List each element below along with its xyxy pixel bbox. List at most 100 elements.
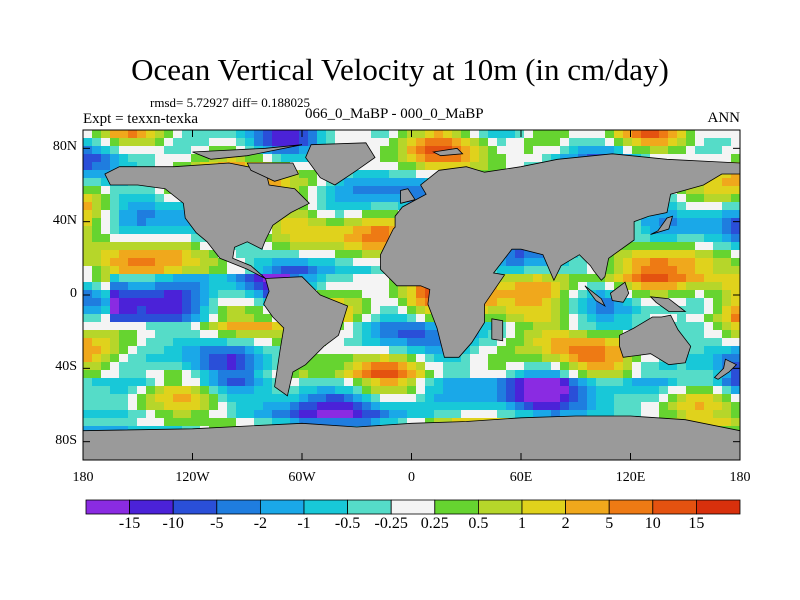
field-cell xyxy=(83,282,93,291)
field-cell xyxy=(299,218,309,227)
field-cell xyxy=(569,290,579,299)
field-cell xyxy=(389,410,399,419)
field-cell xyxy=(173,226,183,235)
field-cell xyxy=(587,322,597,331)
field-cell xyxy=(362,250,372,259)
field-cell xyxy=(704,338,714,347)
field-cell xyxy=(173,234,183,243)
field-cell xyxy=(587,346,597,355)
field-cell xyxy=(362,402,372,411)
field-cell xyxy=(110,274,120,283)
field-cell xyxy=(110,258,120,267)
field-cell xyxy=(479,146,489,155)
field-cell xyxy=(659,154,669,163)
field-cell xyxy=(290,250,300,259)
field-cell xyxy=(524,322,534,331)
field-cell xyxy=(479,322,489,331)
field-cell xyxy=(191,410,201,419)
field-cell xyxy=(155,210,165,219)
field-cell xyxy=(137,266,147,275)
field-cell xyxy=(92,330,102,339)
field-cell xyxy=(317,130,327,139)
field-cell xyxy=(281,266,291,275)
field-cell xyxy=(83,306,93,315)
field-cell xyxy=(668,130,678,139)
field-cell xyxy=(650,362,660,371)
field-cell xyxy=(551,402,561,411)
field-cell xyxy=(236,274,246,283)
field-cell xyxy=(524,378,534,387)
field-cell xyxy=(605,146,615,155)
field-cell xyxy=(326,362,336,371)
field-cell xyxy=(173,146,183,155)
field-cell xyxy=(101,298,111,307)
field-cell xyxy=(434,410,444,419)
field-cell xyxy=(245,386,255,395)
field-cell xyxy=(731,362,740,371)
field-cell xyxy=(686,330,696,339)
field-cell xyxy=(389,370,399,379)
field-cell xyxy=(695,154,705,163)
field-cell xyxy=(254,410,264,419)
field-cell xyxy=(596,322,606,331)
field-cell xyxy=(164,410,174,419)
field-cell xyxy=(299,250,309,259)
field-cell xyxy=(236,138,246,147)
field-cell xyxy=(227,386,237,395)
field-cell xyxy=(146,418,156,427)
field-cell xyxy=(119,410,129,419)
field-cell xyxy=(245,362,255,371)
field-cell xyxy=(488,354,498,363)
field-cell xyxy=(425,322,435,331)
field-cell xyxy=(443,154,453,163)
field-cell xyxy=(101,370,111,379)
field-cell xyxy=(659,282,669,291)
field-cell xyxy=(299,138,309,147)
field-cell xyxy=(722,346,732,355)
x-tick-label: 0 xyxy=(408,470,415,485)
field-cell xyxy=(632,410,642,419)
field-cell xyxy=(263,330,273,339)
field-cell xyxy=(578,290,588,299)
field-cell xyxy=(722,402,732,411)
field-cell xyxy=(569,146,579,155)
field-cell xyxy=(731,130,740,139)
field-cell xyxy=(416,178,426,187)
field-cell xyxy=(677,146,687,155)
field-cell xyxy=(632,250,642,259)
field-cell xyxy=(551,290,561,299)
field-cell xyxy=(218,410,228,419)
x-tick-label: 180 xyxy=(72,470,94,485)
field-cell xyxy=(101,386,111,395)
field-cell xyxy=(614,274,624,283)
field-cell xyxy=(515,298,525,307)
field-cell xyxy=(119,322,129,331)
field-cell xyxy=(128,162,138,171)
field-cell xyxy=(731,138,740,147)
field-cell xyxy=(344,274,354,283)
field-cell xyxy=(704,138,714,147)
field-cell xyxy=(119,362,129,371)
field-cell xyxy=(587,394,597,403)
field-cell xyxy=(344,402,354,411)
field-cell xyxy=(551,298,561,307)
field-cell xyxy=(380,194,390,203)
field-cell xyxy=(416,330,426,339)
land-japan xyxy=(650,215,674,235)
field-cell xyxy=(308,282,318,291)
field-cell xyxy=(506,346,516,355)
field-cell xyxy=(443,402,453,411)
field-cell xyxy=(524,282,534,291)
field-cell xyxy=(164,154,174,163)
field-cell xyxy=(326,386,336,395)
field-cell xyxy=(110,250,120,259)
field-cell xyxy=(128,250,138,259)
colorbar-swatch xyxy=(390,499,436,515)
field-cell xyxy=(416,154,426,163)
field-cell xyxy=(533,362,543,371)
field-cell xyxy=(398,130,408,139)
field-cell xyxy=(443,370,453,379)
field-cell xyxy=(731,178,740,187)
field-cell xyxy=(713,218,723,227)
